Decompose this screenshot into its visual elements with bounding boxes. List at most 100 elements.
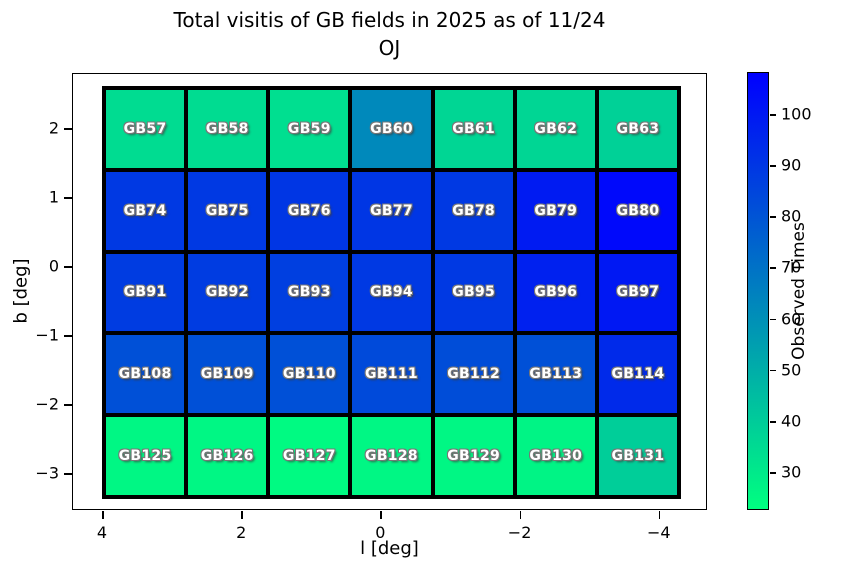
grid-cell-label: GB63	[616, 120, 660, 137]
grid-cell-label: GB80	[616, 202, 660, 219]
grid-cell-GB131: GB131	[596, 415, 679, 497]
grid-cell-GB78: GB78	[432, 169, 515, 252]
y-tick-label: −3	[35, 463, 59, 483]
y-tick-mark	[64, 473, 72, 475]
heatmap-grid: GB57 GB58 GB59 GB60 GB61 GB62 GB63 GB74 GB75 GB76…	[102, 86, 681, 499]
grid-cell-GB109: GB109	[186, 333, 269, 416]
colorbar-tick-mark	[770, 165, 776, 167]
grid-cell-GB126: GB126	[186, 415, 269, 497]
colorbar-tick-label: 90	[781, 155, 802, 175]
colorbar-tick-mark	[770, 472, 776, 474]
chart-title-line1: Total visitis of GB fields in 2025 as of…	[173, 8, 606, 32]
grid-cell-label: GB131	[611, 448, 665, 465]
x-tick-label: 0	[375, 523, 386, 542]
grid-cell-GB110: GB110	[268, 333, 351, 416]
grid-cell-label: GB91	[123, 284, 167, 301]
colorbar-tick-label: 60	[781, 309, 802, 329]
y-tick-label: −1	[35, 325, 59, 345]
y-tick-label: −2	[35, 394, 59, 414]
x-axis-label: l [deg]	[360, 538, 419, 559]
grid-cell-GB63: GB63	[596, 88, 679, 170]
grid-cell-GB60: GB60	[350, 88, 433, 170]
colorbar-tick-label: 100	[781, 104, 812, 124]
grid-cell-GB59: GB59	[268, 88, 351, 170]
grid-cell-label: GB61	[452, 120, 496, 137]
x-tick-label: 4	[96, 523, 108, 542]
grid-cell-label: GB114	[611, 366, 665, 383]
grid-cell-label: GB112	[447, 366, 501, 383]
grid-cell-GB128: GB128	[350, 415, 433, 497]
grid-cell-GB79: GB79	[514, 169, 597, 252]
grid-cell-label: GB77	[370, 202, 413, 219]
x-tick-mark	[519, 511, 522, 519]
grid-cell-GB130: GB130	[514, 415, 597, 497]
x-tick-mark	[241, 511, 243, 519]
grid-cell-label: GB79	[534, 202, 578, 219]
x-tick-mark	[658, 511, 661, 519]
grid-cell-label: GB111	[365, 366, 418, 383]
grid-cell-GB75: GB75	[186, 169, 269, 252]
grid-cell-GB113: GB113	[514, 333, 597, 416]
grid-cell-GB80: GB80	[596, 169, 679, 252]
y-tick-label: 1	[48, 187, 59, 207]
x-tick-mark	[102, 511, 104, 519]
grid-cell-GB57: GB57	[104, 88, 187, 170]
grid-cell-label: GB93	[287, 284, 331, 301]
x-tick-label: 2	[236, 523, 247, 542]
grid-cell-label: GB125	[118, 448, 172, 465]
grid-cell-GB125: GB125	[104, 415, 187, 497]
grid-cell-GB129: GB129	[432, 415, 515, 497]
grid-cell-label: GB128	[365, 448, 418, 465]
chart-title-line2: OJ	[378, 36, 401, 60]
colorbar-gradient	[748, 73, 768, 509]
x-tick-label: −2	[507, 523, 532, 542]
grid-cell-GB111: GB111	[350, 333, 433, 416]
grid-cell-label: GB97	[616, 284, 660, 301]
grid-cell-label: GB76	[287, 202, 331, 219]
colorbar-tick-label: 40	[781, 411, 802, 431]
grid-cell-label: GB96	[534, 284, 578, 301]
grid-cell-GB96: GB96	[514, 251, 597, 334]
y-tick-label: 2	[48, 118, 59, 138]
grid-cell-GB92: GB92	[186, 251, 269, 334]
grid-cell-label: GB127	[282, 448, 336, 465]
colorbar-tick-mark	[770, 318, 776, 321]
grid-cell-GB61: GB61	[432, 88, 515, 170]
grid-cell-label: GB129	[447, 448, 501, 465]
colorbar-tick-mark	[770, 369, 776, 372]
grid-cell-GB95: GB95	[432, 251, 515, 334]
y-tick-mark	[64, 197, 72, 199]
grid-cell-GB74: GB74	[104, 169, 187, 252]
grid-cell-label: GB109	[200, 366, 254, 383]
grid-cell-label: GB92	[205, 284, 249, 301]
grid-cell-GB93: GB93	[268, 251, 351, 334]
grid-cell-GB58: GB58	[186, 88, 269, 170]
colorbar-tick-label: 50	[781, 360, 802, 380]
grid-cell-label: GB130	[529, 448, 583, 465]
colorbar: 100 90 80 70 60 50 40 30	[747, 72, 812, 510]
y-tick-label: 0	[48, 256, 59, 276]
colorbar-tick-mark	[770, 420, 776, 423]
grid-cell-label: GB78	[452, 202, 496, 219]
colorbar-tick-label: 80	[781, 206, 802, 226]
grid-cell-GB77: GB77	[350, 169, 433, 252]
grid-cell-label: GB126	[200, 448, 254, 465]
x-tick-label: −4	[647, 523, 671, 542]
grid-cell-label: GB60	[370, 120, 413, 137]
y-tick-mark	[64, 128, 72, 130]
grid-cell-label: GB74	[123, 202, 167, 219]
grid-cell-GB114: GB114	[596, 333, 679, 416]
grid-cell-label: GB75	[205, 202, 249, 219]
colorbar-tick-label: 30	[781, 462, 802, 482]
grid-cell-label: GB113	[529, 366, 583, 383]
grid-cell-label: GB62	[534, 120, 578, 137]
grid-cell-label: GB94	[370, 284, 413, 301]
grid-cell-GB127: GB127	[268, 415, 351, 497]
grid-cell-GB62: GB62	[514, 88, 597, 170]
x-tick-mark	[380, 511, 382, 519]
y-axis-label: b [deg]	[10, 258, 32, 324]
grid-cell-label: GB110	[282, 366, 336, 383]
grid-cell-GB94: GB94	[350, 251, 433, 334]
colorbar-tick-mark	[770, 267, 776, 270]
colorbar-tick-mark	[770, 216, 776, 218]
